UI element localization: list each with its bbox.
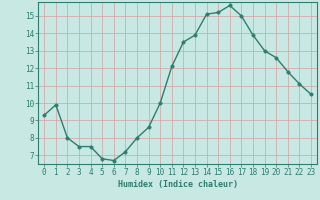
X-axis label: Humidex (Indice chaleur): Humidex (Indice chaleur)	[118, 180, 238, 189]
